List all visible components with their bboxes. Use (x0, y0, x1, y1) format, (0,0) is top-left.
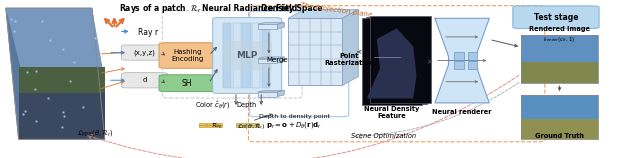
Polygon shape (368, 29, 416, 98)
Bar (454, 52, 463, 60)
Bar (207, 123, 214, 125)
Text: (x,y,z): (x,y,z) (134, 49, 156, 56)
Text: MLP: MLP (237, 51, 258, 60)
Bar (198, 123, 205, 125)
Polygon shape (277, 57, 284, 63)
Text: $I_{\mathrm{render}}(c_\theta, 1)$: $I_{\mathrm{render}}(c_\theta, 1)$ (543, 35, 575, 44)
Bar (362, 18, 422, 105)
Bar (258, 24, 277, 29)
Bar (262, 23, 269, 88)
Text: $\mathcal{L}_{\mathrm{MSE}}(\theta, \mathcal{R}_r)$: $\mathcal{L}_{\mathrm{MSE}}(\theta, \mat… (77, 128, 113, 138)
Text: $\mathcal{R}_{\hat{c}_\theta}$: $\mathcal{R}_{\hat{c}_\theta}$ (211, 121, 222, 131)
Bar (521, 119, 598, 139)
Bar (222, 41, 272, 70)
Text: The projection plane: The projection plane (300, 2, 372, 18)
Bar (236, 125, 243, 127)
Polygon shape (342, 10, 358, 85)
Bar (521, 95, 598, 139)
Text: Neural Density
Feature: Neural Density Feature (364, 106, 419, 119)
Polygon shape (277, 90, 284, 97)
FancyBboxPatch shape (122, 73, 168, 88)
FancyBboxPatch shape (122, 45, 168, 60)
Text: SH: SH (182, 79, 193, 88)
Bar (521, 35, 598, 83)
FancyBboxPatch shape (159, 75, 215, 91)
FancyBboxPatch shape (513, 6, 599, 29)
Bar (198, 125, 205, 127)
Text: Density Space: Density Space (260, 4, 322, 13)
Bar (521, 95, 598, 119)
Bar (454, 61, 463, 69)
Polygon shape (258, 57, 284, 58)
Bar (366, 17, 427, 104)
Text: Test stage: Test stage (534, 13, 578, 22)
FancyBboxPatch shape (212, 18, 282, 93)
Bar (244, 123, 251, 125)
Bar (243, 23, 250, 88)
Bar (252, 23, 260, 88)
Text: $\mathbf{p}_r = \mathbf{o} + D_\theta(\mathbf{r})\mathbf{d}_r$: $\mathbf{p}_r = \mathbf{o} + D_\theta(\m… (266, 120, 323, 131)
Polygon shape (258, 90, 284, 92)
Text: Depth: Depth (236, 102, 257, 108)
Text: Rays of a patch  $\mathcal{R}_r$: Rays of a patch $\mathcal{R}_r$ (119, 2, 202, 15)
Bar (244, 125, 251, 127)
Bar (223, 23, 232, 88)
Text: Neural Radiance Field: Neural Radiance Field (202, 4, 298, 13)
Text: Merge: Merge (266, 57, 288, 63)
Polygon shape (435, 18, 489, 103)
Bar (467, 61, 477, 69)
Text: Neural renderer: Neural renderer (432, 109, 492, 115)
Bar (521, 61, 598, 83)
Text: Depth to density point: Depth to density point (259, 114, 330, 119)
Text: Point
Rasterization: Point Rasterization (324, 53, 374, 66)
Bar (258, 92, 277, 97)
FancyBboxPatch shape (159, 43, 215, 68)
Bar (233, 23, 241, 88)
Text: Ray r: Ray r (138, 28, 158, 37)
Text: d: d (142, 77, 147, 83)
Polygon shape (6, 8, 105, 80)
Bar (207, 125, 214, 127)
Bar (467, 52, 477, 60)
Polygon shape (288, 10, 358, 18)
Bar (288, 18, 342, 85)
Bar (236, 123, 243, 125)
Text: Scene Optimization: Scene Optimization (351, 133, 417, 139)
Bar (371, 16, 431, 103)
Bar (215, 123, 222, 125)
Text: Rendered Image: Rendered Image (529, 26, 590, 32)
Polygon shape (6, 8, 105, 139)
Bar (215, 125, 222, 127)
Text: Hashing
Encoding: Hashing Encoding (171, 49, 204, 62)
Polygon shape (19, 93, 105, 139)
Text: Color $\hat{c}_\theta(r)$: Color $\hat{c}_\theta(r)$ (195, 99, 230, 111)
Polygon shape (258, 23, 284, 24)
Bar (252, 123, 259, 125)
Bar (521, 35, 598, 61)
Bar (258, 58, 277, 63)
Bar (252, 125, 259, 127)
Polygon shape (19, 67, 105, 93)
Polygon shape (277, 23, 284, 29)
Text: $\mathcal{L}_D(\theta, \mathcal{R}_r)$: $\mathcal{L}_D(\theta, \mathcal{R}_r)$ (237, 121, 266, 131)
Text: Ground Truth: Ground Truth (535, 133, 584, 139)
